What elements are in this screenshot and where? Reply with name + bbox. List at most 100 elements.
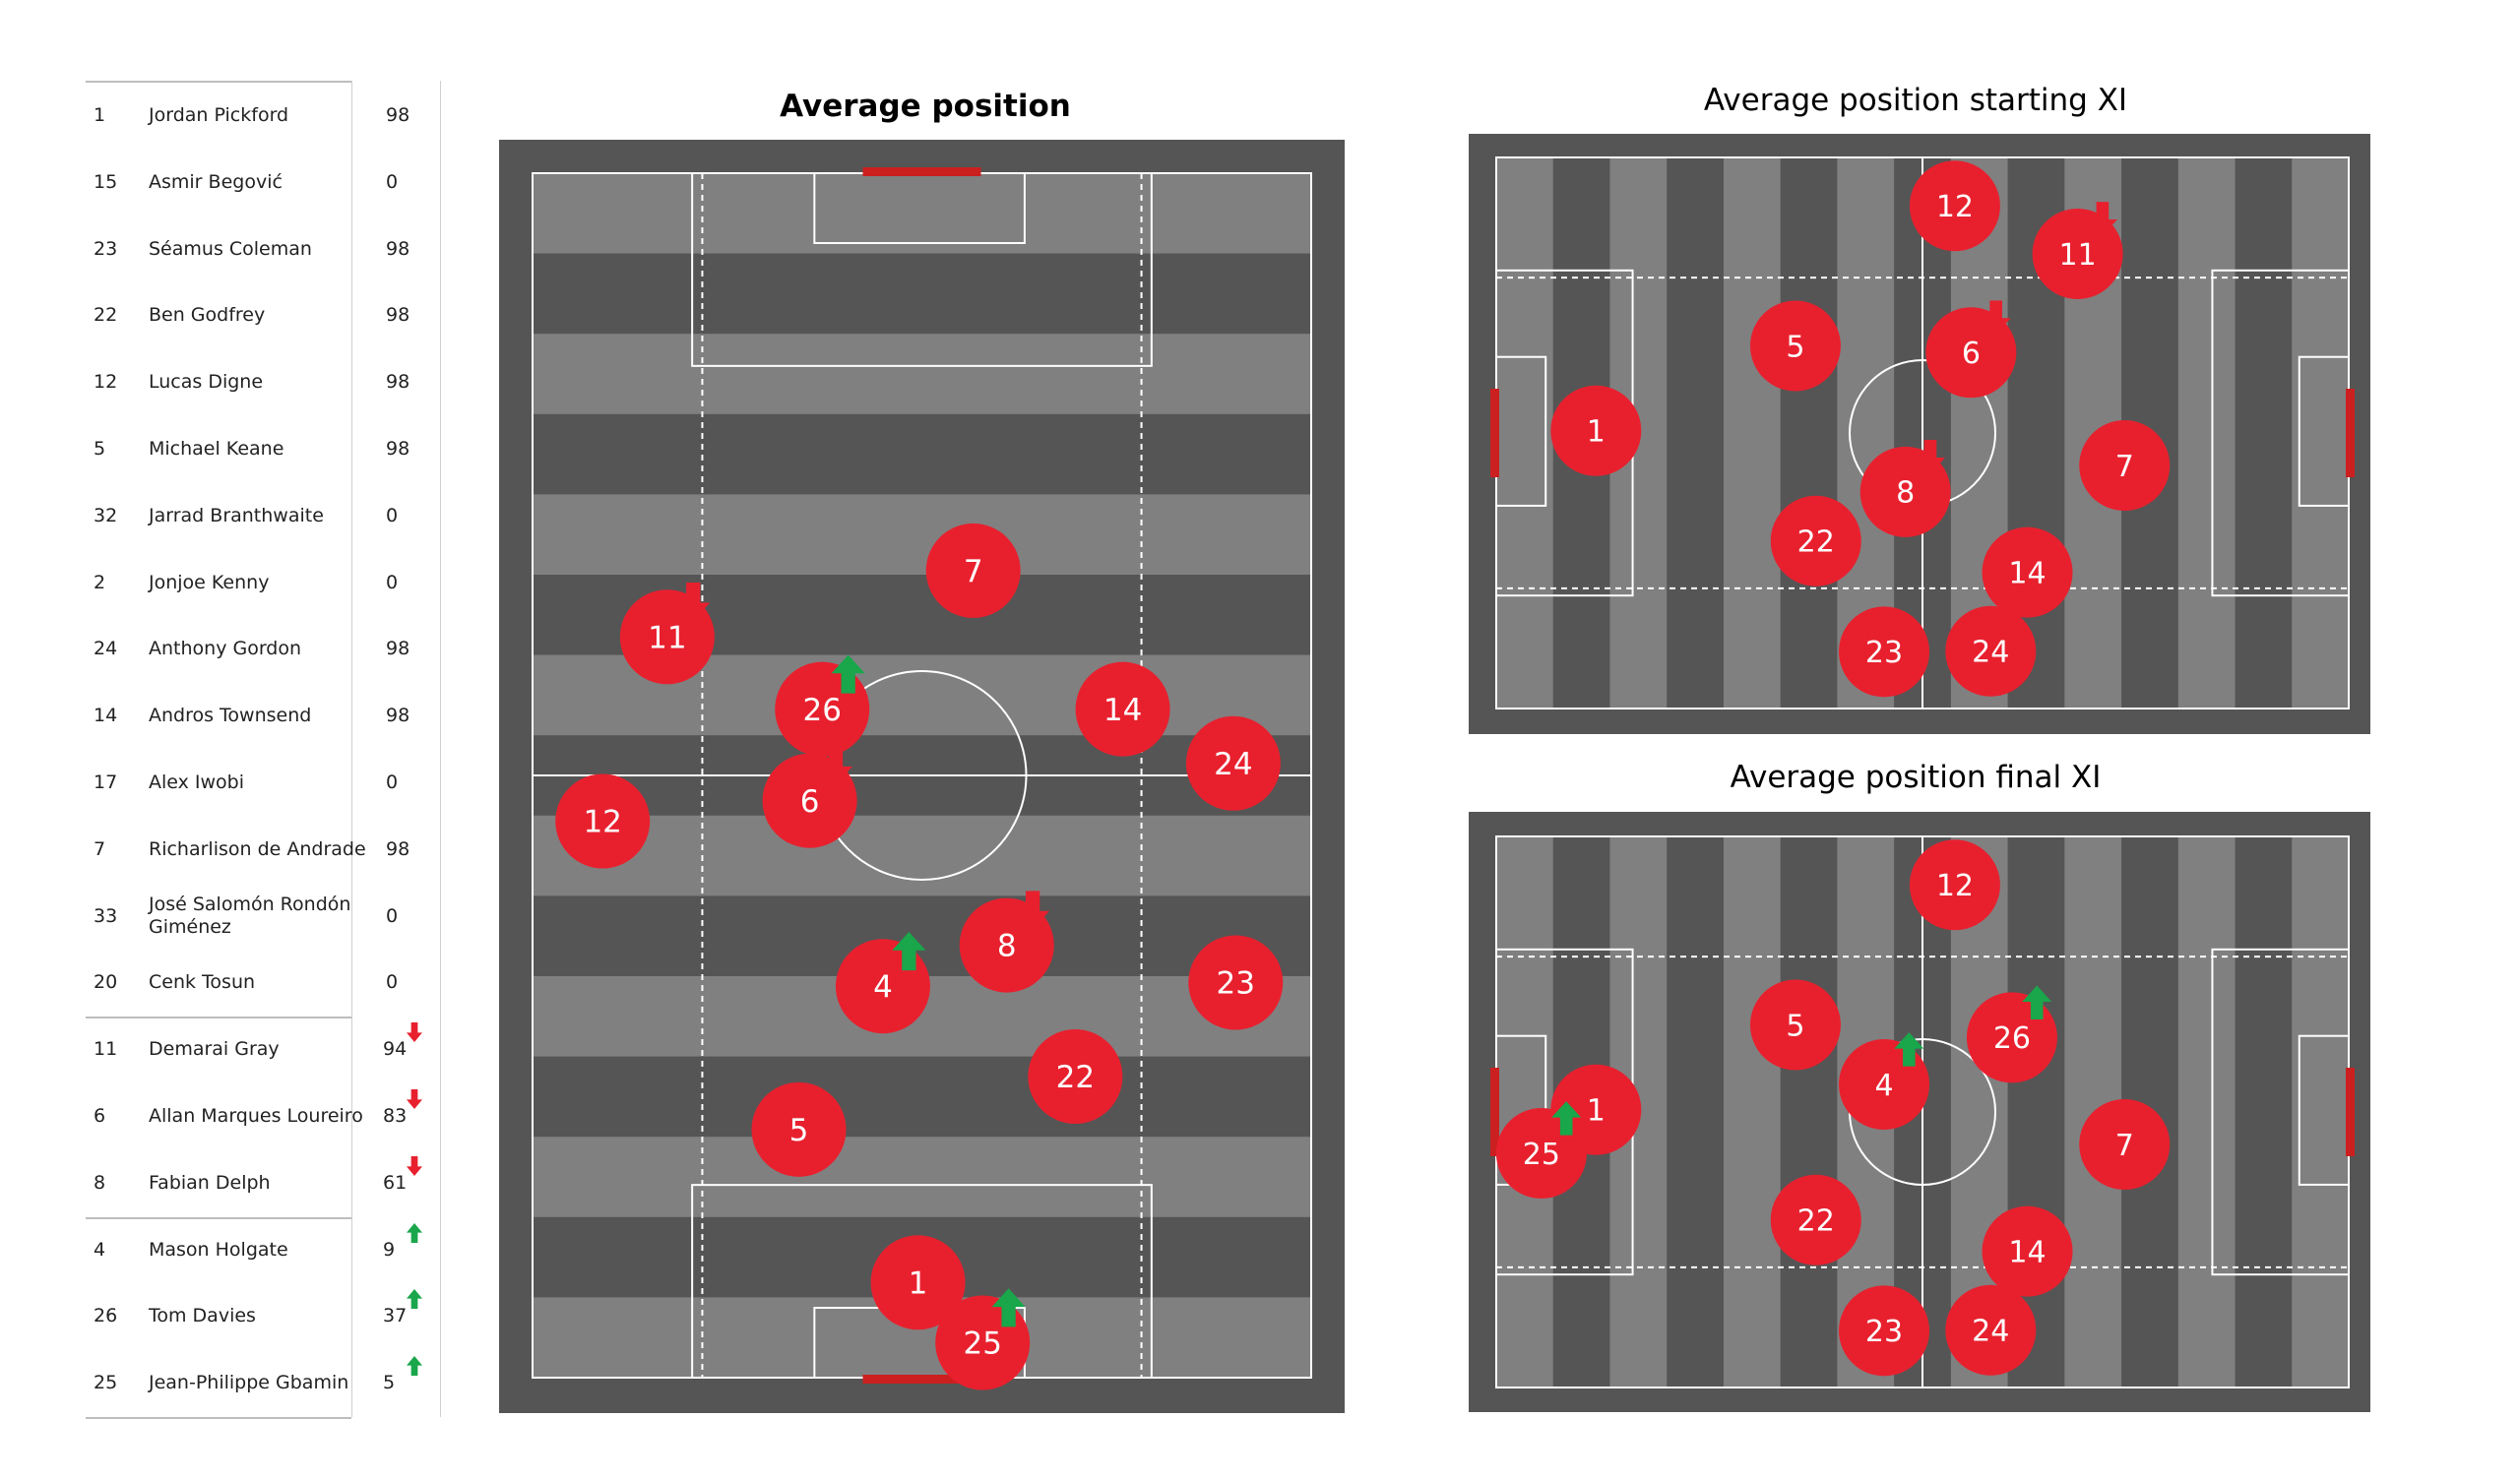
player-marker: 22	[1028, 1029, 1123, 1124]
sub-on-arrow-icon	[1894, 1032, 1924, 1067]
sub-on-arrow-icon	[991, 1288, 1026, 1327]
player-marker: 24	[1185, 715, 1281, 811]
player-marker-label: 11	[648, 620, 686, 655]
player-marker: 12	[1909, 160, 2000, 252]
minutes-played: 98	[386, 104, 410, 126]
player-marker: 4	[835, 932, 930, 1034]
minutes-played: 0	[386, 170, 399, 193]
player-marker-label: 22	[1797, 1204, 1835, 1239]
player-marker-label: 22	[1797, 525, 1835, 560]
player-marker-label: 1	[1587, 415, 1606, 450]
player-number: 32	[94, 504, 118, 526]
player-name: Demarai Gray	[149, 1038, 280, 1061]
table-divider	[86, 1017, 351, 1019]
player-marker-label: 5	[1786, 330, 1804, 364]
player-marker-label: 26	[1993, 1021, 2031, 1056]
player-name: Richarlison de Andrade	[149, 837, 366, 860]
pitch-stripe	[2235, 157, 2293, 709]
player-marker-label: 6	[800, 784, 820, 820]
table-divider	[86, 1216, 351, 1219]
player-marker-label: 11	[2059, 238, 2097, 273]
player-name: Allan Marques Loureiro	[149, 1105, 363, 1127]
player-marker-label: 5	[789, 1113, 809, 1148]
player-marker-label: 8	[1896, 476, 1915, 511]
player-marker: 6	[1925, 300, 2017, 399]
player-marker-circle	[1945, 605, 2037, 697]
player-marker-circle	[1770, 1174, 1861, 1265]
player-number: 14	[94, 705, 118, 727]
player-marker: 11	[2032, 202, 2123, 299]
player-marker: 25	[935, 1288, 1031, 1390]
minutes-played: 98	[386, 304, 410, 327]
minutes-played: 5	[383, 1372, 396, 1394]
player-number: 1	[94, 104, 106, 126]
player-marker-circle	[1770, 495, 1861, 586]
player-marker-circle	[1839, 606, 1930, 698]
pitch-stripe	[2177, 836, 2236, 1388]
pitch-stripe	[1780, 836, 1838, 1388]
pitch-stripe	[2235, 836, 2293, 1388]
player-name: Michael Keane	[149, 438, 284, 460]
player-marker-label: 22	[1056, 1060, 1095, 1095]
sub-off-arrow-icon	[676, 583, 711, 622]
player-marker: 1	[870, 1235, 966, 1330]
player-marker-circle	[2079, 420, 2171, 512]
minutes-played: 61	[383, 1171, 408, 1194]
pitch-stripe	[2292, 157, 2350, 709]
player-marker: 22	[1770, 1174, 1861, 1265]
player-marker-label: 23	[1865, 636, 1903, 670]
minutes-played: 0	[386, 971, 399, 994]
sub-arrow-shape	[407, 1089, 422, 1109]
player-number: 24	[94, 638, 118, 660]
player-marker-circle	[751, 1081, 847, 1177]
player-marker-circle	[1188, 935, 1284, 1030]
player-marker-label: 14	[2008, 1235, 2046, 1269]
pitch-stripe	[2292, 836, 2350, 1388]
player-number: 20	[94, 971, 118, 994]
player-marker-circle	[1028, 1029, 1123, 1124]
player-marker: 7	[925, 523, 1021, 618]
player-marker: 23	[1188, 935, 1284, 1030]
player-marker: 26	[775, 654, 870, 757]
player-marker-label: 23	[1865, 1315, 1903, 1349]
sub-off-arrow-icon	[1915, 440, 1945, 474]
goal-top	[862, 167, 981, 176]
sub-arrow-shape	[407, 1222, 422, 1243]
player-marker-label: 12	[1936, 869, 1974, 903]
main-pitch-title: Average position	[780, 89, 1071, 124]
player-marker-label: 6	[1962, 337, 1981, 371]
player-marker: 26	[1966, 985, 2057, 1083]
player-name: Tom Davies	[149, 1305, 256, 1327]
minutes-played: 37	[383, 1305, 408, 1327]
pitch-stripe	[1723, 836, 1782, 1388]
pitch-stripe	[533, 173, 1311, 255]
player-marker-label: 8	[997, 929, 1017, 964]
player-name: Jarrad Branthwaite	[149, 504, 324, 526]
player-marker: 14	[1982, 1205, 2073, 1297]
sub-on-arrow-icon	[831, 654, 865, 694]
pitch-stripe	[1723, 157, 1782, 709]
pitch-stripe	[533, 1056, 1311, 1138]
player-marker-circle	[870, 1235, 966, 1330]
sub-off-arrow-icon	[2087, 202, 2117, 236]
pitch-stripe	[1667, 836, 1725, 1388]
player-marker: 5	[751, 1081, 847, 1177]
player-marker-label: 25	[1523, 1138, 1560, 1172]
sub-on-arrow-icon	[407, 1289, 422, 1310]
minutes-played: 83	[383, 1105, 408, 1127]
player-name: Fabian Delph	[149, 1171, 271, 1194]
pitch-stripe	[1667, 157, 1725, 709]
player-number: 26	[94, 1305, 118, 1327]
minutes-played: 94	[383, 1038, 408, 1061]
player-number: 33	[94, 904, 118, 927]
minutes-played: 98	[386, 705, 410, 727]
player-marker-circle	[1749, 300, 1841, 392]
player-marker-circle	[1075, 661, 1170, 757]
sub-arrow-shape	[407, 1356, 422, 1377]
player-name: Jonjoe Kenny	[149, 571, 270, 593]
final-pitch-title: Average position final XI	[1731, 760, 2102, 795]
player-marker: 14	[1982, 526, 2073, 618]
player-marker-label: 1	[1587, 1094, 1606, 1129]
pitch-stripe	[1496, 157, 1554, 709]
minutes-played: 98	[386, 438, 410, 460]
